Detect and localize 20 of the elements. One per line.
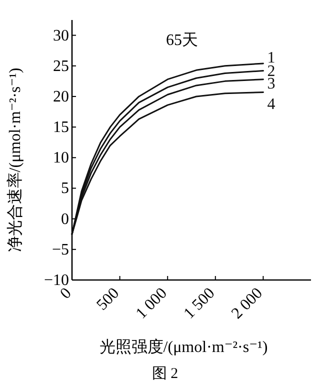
y-tick-label: 25 [53, 58, 69, 75]
x-tick-label: 2 000 [228, 284, 266, 322]
y-tick-label: 30 [53, 27, 69, 44]
y-tick-label: 0 [61, 210, 69, 228]
y-tick-label: 5 [61, 180, 69, 198]
x-tick-label: 500 [94, 284, 123, 314]
series-label: 3 [267, 75, 276, 92]
text: 65天 [166, 32, 198, 49]
caption: 图 2 [152, 366, 178, 382]
y-tick-label: −10 [44, 272, 69, 289]
series-label: 4 [267, 96, 276, 114]
x-tick-label: 1 500 [180, 284, 218, 322]
y-tick-label: 10 [53, 150, 69, 167]
y-axis-title: 净光合速率/(μmol·m⁻²·s⁻¹) [6, 68, 24, 252]
series-label: 1 [267, 49, 276, 66]
y-tick-label: 15 [53, 119, 69, 136]
x-tick-label: 1 000 [132, 284, 170, 322]
x-axis-title: 光照强度/(μmol·m⁻²·s⁻¹) [99, 338, 268, 356]
y-tick-label: −5 [52, 241, 69, 258]
y-tick-label: 20 [53, 88, 69, 106]
